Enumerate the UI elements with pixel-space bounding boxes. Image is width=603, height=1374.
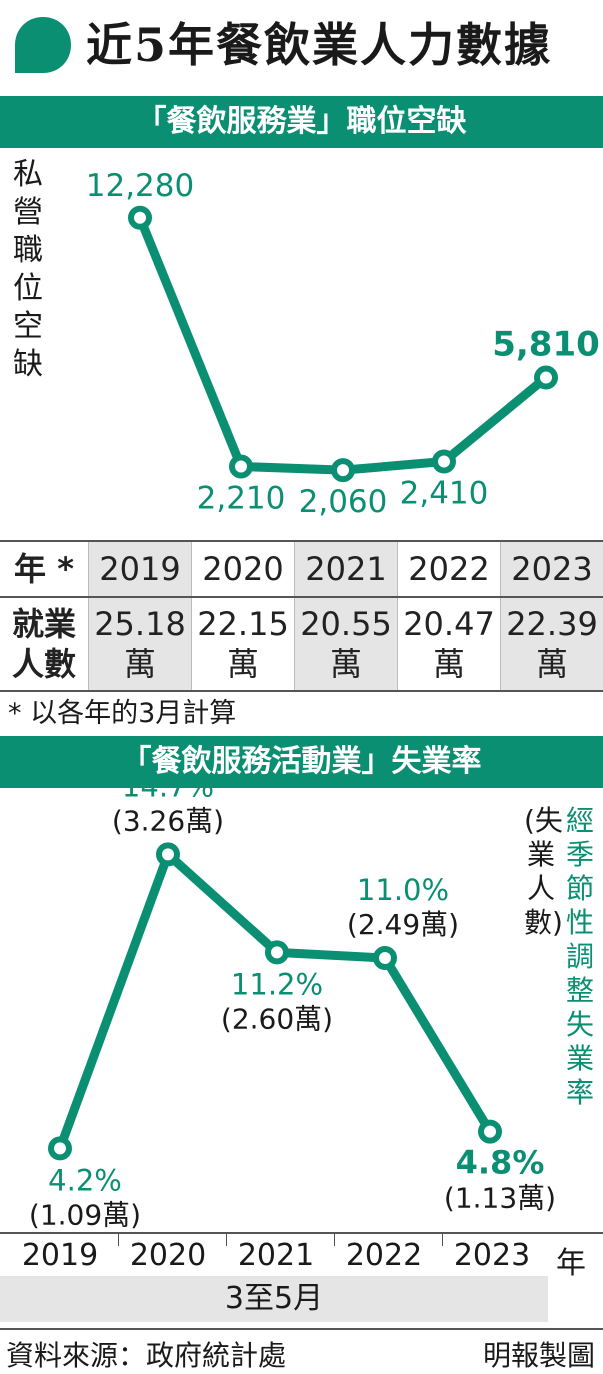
employment-header-text: 就業人數 [11, 605, 76, 683]
x-tick [118, 1234, 119, 1246]
x-tick-label: 2020 [129, 1238, 207, 1273]
year-cell: 2021 [294, 542, 397, 596]
year-cell: 2023 [500, 542, 603, 596]
employment-value: 20.55 [300, 605, 392, 643]
employment-unit: 萬 [329, 645, 362, 683]
employment-unit: 萬 [123, 645, 156, 683]
year-cell: 2019 [88, 542, 191, 596]
source-text: 資料來源：政府統計處 [6, 1339, 287, 1372]
vacancy-banner: 「餐飲服務業」職位空缺 [0, 96, 603, 148]
year-row: 年 * 2019 2020 2021 2022 2023 [0, 540, 603, 596]
unemployed-count-label-value: (3.26萬) [112, 804, 224, 837]
credit-text: 明報製圖 [482, 1339, 595, 1372]
employment-value: 25.18 [94, 605, 186, 643]
employment-value: 20.47 [403, 605, 495, 643]
unemployment-data-label: 14.7% [122, 788, 214, 803]
vacancy-data-label: 12,280 [86, 168, 194, 204]
footnote: * 以各年的3月計算 [8, 698, 237, 729]
year-cell: 2022 [397, 542, 500, 596]
employment-cell: 20.55 萬 [294, 598, 397, 690]
main-title: 近5年餐飲業人力數據 [86, 18, 553, 72]
employment-row: 就業人數 25.18 萬 22.15 萬 20.55 萬 20.47 萬 22.… [0, 596, 603, 692]
speech-bubble-icon [15, 17, 71, 73]
vacancy-data-label: 2,410 [400, 476, 489, 512]
unemployment-rate-label: 經季節性調整失業率 [565, 804, 594, 1109]
unemployment-line-chart: 4.2%(1.09萬) 14.7%(3.26萬) 11.2%(2.60萬) 11.0%… [29, 788, 556, 1231]
unemployment-point [373, 946, 397, 970]
vacancy-series-line [135, 213, 551, 475]
x-tick-label: 2021 [237, 1238, 315, 1273]
vacancy-line-chart: 12,280 2,210 2,060 2,410 5,810 [86, 168, 600, 520]
vacancy-data-label: 5,810 [492, 325, 600, 365]
unemployment-point [478, 1119, 502, 1144]
unemployment-data-label: 4.2% [48, 1163, 122, 1197]
period-label: 3至5月 [0, 1276, 548, 1322]
employment-table: 年 * 2019 2020 2021 2022 2023 就業人數 25.18 … [0, 540, 603, 692]
unemployment-point [48, 1136, 72, 1161]
vacancy-point [229, 454, 253, 479]
x-axis: 2019 2020 2021 2022 2023 年 [0, 1232, 603, 1281]
x-tick [442, 1234, 443, 1246]
vacancy-point [331, 458, 355, 483]
employment-cell: 22.39 萬 [500, 598, 603, 690]
employment-value: 22.15 [197, 605, 289, 643]
vacancy-point [534, 365, 558, 390]
employment-header: 就業人數 [0, 598, 88, 690]
unemployed-count-label: (失業人數) [524, 804, 563, 939]
unemployed-count-label-value: (2.49萬) [347, 908, 459, 941]
employment-unit: 萬 [226, 645, 259, 683]
title-area: 近5年餐飲業人力數據 [0, 0, 603, 90]
unemployed-count-label-value: (2.60萬) [221, 1002, 333, 1035]
employment-cell: 25.18 萬 [88, 598, 191, 690]
employment-unit: 萬 [432, 645, 465, 683]
x-tick-label: 2022 [345, 1238, 423, 1273]
x-tick-label: 2023 [453, 1238, 531, 1273]
footer: 資料來源：政府統計處 明報製圖 [0, 1328, 603, 1372]
unemployment-point [265, 940, 289, 965]
x-tick-label: 2019 [21, 1238, 99, 1273]
vacancy-point [432, 449, 456, 474]
vacancy-point [128, 205, 152, 230]
unemployed-count-label-value: (1.13萬) [444, 1182, 556, 1215]
unemployment-point [156, 842, 180, 867]
employment-cell: 20.47 萬 [397, 598, 500, 690]
unemployed-count-label-value: (1.09萬) [29, 1198, 141, 1231]
vacancy-y-axis-label: 私營職位空缺 [13, 157, 43, 382]
x-tick [226, 1234, 227, 1246]
x-tick [334, 1234, 335, 1246]
unemployment-data-label: 11.2% [231, 967, 323, 1001]
unemployment-banner: 「餐飲服務活動業」失業率 [0, 736, 603, 788]
employment-value: 22.39 [506, 605, 598, 643]
vacancy-data-label: 2,210 [197, 480, 286, 516]
vacancy-data-label: 2,060 [299, 484, 388, 520]
employment-unit: 萬 [535, 645, 568, 683]
year-cell: 2020 [191, 542, 294, 596]
unemployment-data-label: 4.8% [456, 1144, 545, 1182]
unemployment-data-label: 11.0% [357, 873, 449, 907]
employment-cell: 22.15 萬 [191, 598, 294, 690]
year-header: 年 * [14, 550, 74, 588]
x-axis-unit: 年 [556, 1246, 586, 1281]
